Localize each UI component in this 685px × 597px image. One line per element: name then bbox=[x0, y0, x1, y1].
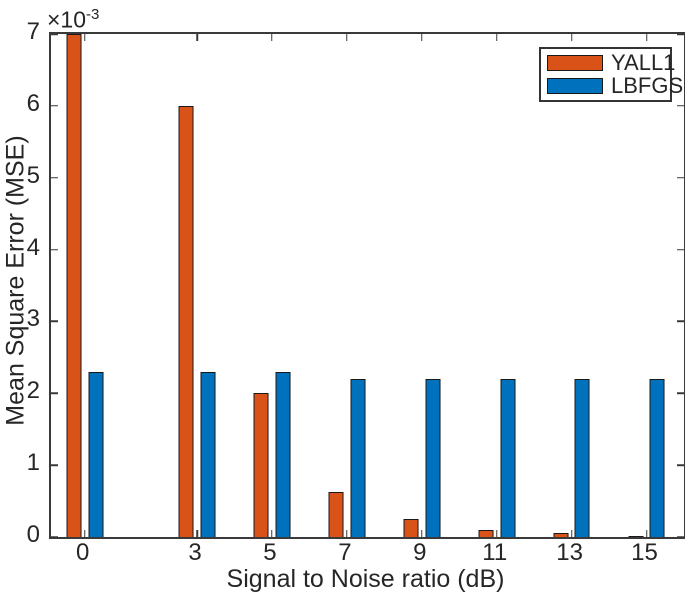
bar-lbfgs-7db bbox=[350, 378, 366, 537]
x-tick-mark bbox=[645, 530, 648, 537]
legend-swatch-lbfgs bbox=[547, 78, 603, 94]
x-tick-label: 7 bbox=[338, 539, 352, 566]
bar-lbfgs-9db bbox=[425, 378, 441, 537]
y-tick-mark bbox=[51, 392, 58, 395]
legend-label-lbfgs: LBFGS bbox=[611, 73, 684, 98]
x-tick-mark bbox=[83, 530, 86, 537]
x-axis-title: Signal to Noise ratio (dB) bbox=[226, 565, 505, 593]
bar-yall1-5db bbox=[253, 393, 269, 537]
legend-row-lbfgs: LBFGS bbox=[547, 75, 683, 97]
y-tick-label: 1 bbox=[26, 449, 40, 477]
x-tick-label: 11 bbox=[482, 539, 508, 566]
bar-lbfgs-13db bbox=[575, 378, 590, 537]
x-tick-mark bbox=[495, 34, 498, 41]
bar-yall1-0db bbox=[66, 34, 82, 537]
y-tick-label: 7 bbox=[26, 18, 40, 45]
x-tick-label: 13 bbox=[556, 539, 583, 566]
bar-yall1-11db bbox=[478, 529, 494, 537]
y-tick-mark bbox=[51, 320, 58, 323]
y-tick-mark bbox=[51, 464, 58, 466]
y-tick-label: 5 bbox=[26, 161, 40, 189]
y-tick-mark bbox=[677, 464, 684, 466]
y-tick-mark bbox=[51, 33, 58, 35]
x-tick-mark bbox=[271, 530, 273, 537]
y-tick-mark bbox=[51, 248, 58, 251]
x-tick-label: 9 bbox=[413, 539, 427, 566]
y-tick-label: 6 bbox=[26, 89, 40, 117]
bar-lbfgs-15db bbox=[649, 378, 665, 537]
legend-label-yall1: YALL1 bbox=[611, 50, 676, 75]
legend-swatch-yall1 bbox=[547, 55, 603, 71]
y-tick-mark bbox=[51, 105, 58, 107]
x-tick-mark bbox=[645, 34, 648, 41]
bar-lbfgs-3db bbox=[200, 371, 216, 537]
y-tick-mark bbox=[677, 105, 684, 107]
y-tick-mark bbox=[677, 248, 684, 251]
x-tick-mark bbox=[346, 530, 348, 537]
x-tick-mark bbox=[495, 530, 498, 537]
y-tick-label: 3 bbox=[26, 305, 40, 333]
bar-yall1-15db bbox=[628, 535, 644, 537]
y-tick-mark bbox=[677, 536, 684, 538]
x-tick-mark bbox=[570, 530, 573, 537]
x-tick-mark bbox=[421, 34, 423, 41]
y-exponent-power: -3 bbox=[86, 6, 100, 23]
x-tick-mark bbox=[570, 34, 573, 41]
plot-area: YALL1 LBFGS bbox=[49, 32, 685, 539]
y-tick-label: 4 bbox=[26, 233, 40, 261]
x-tick-mark bbox=[421, 530, 423, 537]
bar-yall1-7db bbox=[328, 492, 344, 537]
x-tick-mark bbox=[83, 34, 86, 41]
bar-lbfgs-0db bbox=[88, 371, 104, 537]
x-tick-mark bbox=[271, 34, 273, 41]
bar-yall1-3db bbox=[178, 105, 194, 537]
x-tick-label: 5 bbox=[263, 539, 277, 566]
legend-row-yall1: YALL1 bbox=[547, 52, 675, 74]
legend: YALL1 LBFGS bbox=[539, 47, 683, 102]
y-tick-mark bbox=[677, 392, 684, 395]
x-tick-mark bbox=[346, 34, 348, 41]
x-tick-label: 3 bbox=[188, 539, 202, 566]
bar-lbfgs-5db bbox=[275, 371, 291, 537]
x-tick-label: 0 bbox=[76, 539, 90, 566]
bar-lbfgs-11db bbox=[500, 378, 516, 537]
y-exponent-base: ×10 bbox=[47, 6, 87, 33]
x-tick-mark bbox=[196, 34, 198, 41]
y-tick-label: 0 bbox=[26, 521, 40, 548]
y-tick-mark bbox=[51, 536, 58, 538]
y-tick-mark bbox=[51, 176, 58, 179]
x-tick-mark bbox=[196, 530, 198, 537]
y-tick-mark bbox=[677, 320, 684, 323]
y-tick-label: 2 bbox=[26, 377, 40, 405]
y-axis-exponent-label: ×10-3 bbox=[47, 6, 99, 34]
bar-yall1-9db bbox=[403, 519, 419, 537]
y-tick-mark bbox=[677, 176, 684, 179]
y-tick-mark bbox=[677, 33, 684, 35]
bar-yall1-13db bbox=[553, 533, 569, 537]
x-tick-label: 15 bbox=[631, 539, 658, 566]
